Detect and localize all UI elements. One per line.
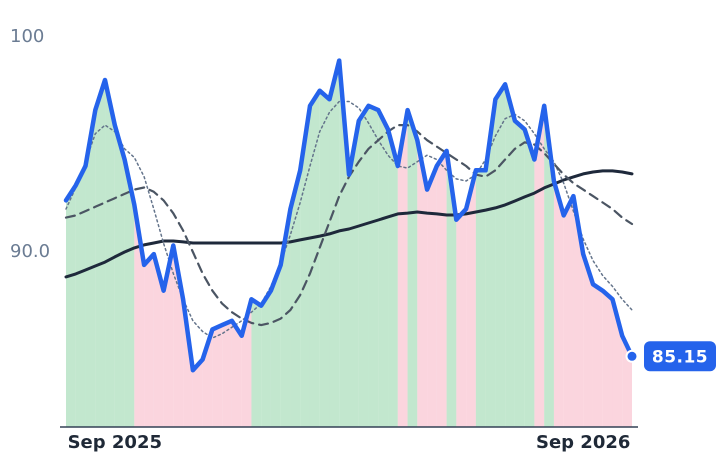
area-segment	[163, 245, 174, 427]
area-segment	[388, 129, 398, 427]
area-segment	[407, 110, 418, 427]
area-segment	[358, 105, 369, 428]
area-segment	[66, 185, 76, 427]
area-segment	[192, 359, 203, 427]
long-average-line	[64, 169, 634, 279]
area-segment	[319, 90, 330, 428]
area-segment	[222, 320, 232, 427]
price-line	[63, 58, 635, 373]
area-segment	[124, 159, 135, 427]
y-tick-label: 100	[10, 26, 44, 47]
area-segment	[212, 325, 223, 427]
area-segment	[368, 105, 379, 428]
area-segment	[427, 165, 437, 427]
area-segment	[495, 84, 506, 427]
area-segment	[505, 84, 515, 427]
area-segment	[378, 110, 389, 427]
area-segment	[456, 208, 467, 427]
area-segment	[349, 120, 359, 428]
area-segment	[114, 125, 125, 427]
area-segment	[573, 196, 584, 427]
area-segment	[466, 170, 476, 427]
area-segment	[514, 120, 525, 428]
area-segment	[485, 99, 496, 427]
x-tick-label: Sep 2025	[68, 432, 162, 453]
area-segment	[144, 254, 154, 427]
area-segment	[329, 60, 340, 428]
area-segment	[524, 129, 535, 427]
area-segment	[300, 105, 310, 428]
area-segment	[270, 264, 281, 427]
x-tick-label: Sep 2026	[536, 432, 630, 453]
area-segment	[446, 150, 457, 427]
last-value-badge	[644, 341, 716, 372]
area-segment	[563, 196, 574, 427]
area-segment	[602, 290, 613, 427]
area-segment	[261, 290, 271, 427]
area-segment	[475, 170, 486, 427]
area-segment	[397, 110, 408, 427]
area-segment	[553, 181, 564, 427]
area-segment	[436, 150, 447, 427]
last-value-label: 85.15	[652, 347, 708, 367]
area-segment	[534, 105, 545, 428]
area-segment	[75, 165, 86, 427]
area-segment	[290, 170, 301, 427]
area-segment	[583, 254, 593, 427]
area-segment	[105, 79, 115, 427]
area-segment	[95, 79, 106, 427]
area-segment	[153, 254, 164, 427]
area-segment	[592, 284, 603, 427]
area-segment	[231, 320, 242, 427]
y-tick-label: 90.0	[10, 241, 50, 262]
area-segment	[251, 299, 262, 427]
last-point	[625, 349, 639, 363]
